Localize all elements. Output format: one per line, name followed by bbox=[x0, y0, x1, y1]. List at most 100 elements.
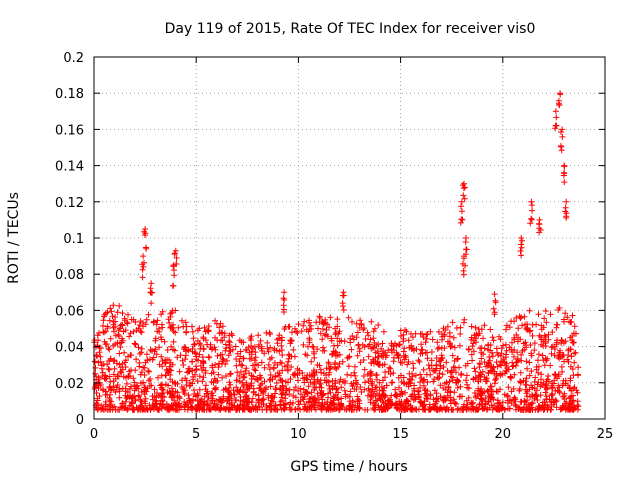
data-point bbox=[424, 388, 431, 394]
x-tick-label: 5 bbox=[192, 427, 200, 442]
data-point bbox=[380, 377, 386, 384]
data-point bbox=[515, 325, 522, 332]
data-point bbox=[116, 302, 123, 309]
data-point bbox=[212, 361, 219, 368]
data-point bbox=[236, 404, 242, 411]
data-point bbox=[145, 377, 152, 384]
data-point bbox=[558, 147, 565, 154]
data-point bbox=[352, 363, 358, 370]
data-point bbox=[268, 397, 275, 404]
data-point bbox=[567, 363, 574, 370]
data-point bbox=[182, 352, 189, 359]
data-point bbox=[205, 394, 212, 401]
data-point bbox=[461, 195, 468, 202]
data-point bbox=[444, 389, 451, 396]
data-point bbox=[99, 405, 106, 412]
data-point bbox=[560, 393, 566, 400]
data-point bbox=[565, 346, 572, 353]
data-point bbox=[381, 394, 388, 400]
data-point bbox=[171, 251, 178, 258]
data-point bbox=[140, 263, 147, 270]
data-point bbox=[555, 307, 562, 313]
data-point bbox=[514, 358, 521, 365]
data-point bbox=[429, 336, 436, 343]
data-point bbox=[130, 405, 137, 412]
data-point bbox=[308, 358, 315, 365]
data-point bbox=[362, 406, 368, 413]
data-point bbox=[528, 216, 535, 223]
data-point bbox=[460, 185, 467, 192]
data-point bbox=[107, 401, 114, 408]
data-point bbox=[153, 351, 160, 358]
data-point bbox=[523, 358, 530, 365]
data-point bbox=[281, 296, 288, 303]
data-point bbox=[285, 323, 292, 330]
data-point bbox=[316, 313, 323, 320]
data-point bbox=[542, 389, 549, 396]
data-point bbox=[447, 369, 454, 376]
data-point bbox=[408, 346, 415, 352]
data-point bbox=[290, 346, 297, 353]
data-point bbox=[261, 364, 268, 371]
data-point bbox=[170, 263, 177, 270]
data-point bbox=[142, 359, 149, 366]
data-point bbox=[347, 388, 354, 395]
data-point bbox=[106, 383, 113, 390]
data-point bbox=[365, 378, 372, 385]
data-point bbox=[340, 307, 347, 313]
data-point bbox=[179, 357, 186, 364]
data-point bbox=[255, 362, 262, 369]
data-point bbox=[444, 323, 451, 330]
data-point bbox=[139, 261, 146, 268]
data-point bbox=[521, 313, 528, 320]
data-point bbox=[97, 358, 104, 365]
data-point bbox=[128, 352, 135, 359]
data-point bbox=[542, 308, 549, 314]
data-point bbox=[312, 396, 319, 403]
data-point bbox=[125, 353, 131, 360]
data-point bbox=[203, 406, 210, 413]
data-point bbox=[310, 344, 317, 351]
data-point bbox=[426, 365, 433, 372]
data-point bbox=[419, 377, 426, 384]
data-point bbox=[116, 394, 123, 401]
data-point bbox=[202, 328, 209, 335]
data-point bbox=[94, 380, 101, 387]
data-point bbox=[328, 337, 335, 344]
data-point bbox=[457, 383, 464, 390]
data-point bbox=[199, 378, 206, 385]
data-point bbox=[222, 347, 229, 354]
data-point bbox=[451, 389, 458, 396]
data-point bbox=[228, 401, 235, 408]
data-point bbox=[370, 328, 377, 335]
data-point bbox=[190, 341, 197, 348]
data-point bbox=[357, 359, 364, 366]
data-point bbox=[520, 340, 527, 347]
data-point bbox=[497, 353, 504, 359]
data-point bbox=[100, 387, 107, 394]
data-point bbox=[386, 364, 393, 371]
data-point bbox=[319, 336, 326, 343]
data-point bbox=[219, 330, 226, 337]
data-point bbox=[458, 198, 465, 205]
data-point bbox=[145, 368, 152, 375]
data-point bbox=[264, 345, 271, 352]
data-point bbox=[263, 403, 270, 409]
data-point bbox=[500, 342, 507, 349]
data-point bbox=[238, 361, 245, 368]
data-point bbox=[246, 349, 253, 356]
data-point bbox=[568, 353, 575, 360]
data-point bbox=[533, 321, 540, 328]
data-point bbox=[327, 314, 334, 321]
data-point bbox=[564, 314, 571, 321]
data-point bbox=[368, 359, 375, 366]
data-point bbox=[477, 369, 484, 376]
data-point bbox=[491, 309, 498, 316]
data-point bbox=[105, 345, 112, 352]
data-point bbox=[531, 385, 538, 392]
data-point bbox=[438, 357, 444, 364]
data-point bbox=[488, 349, 495, 356]
data-point bbox=[354, 393, 361, 400]
data-point bbox=[396, 406, 403, 413]
data-point bbox=[462, 239, 469, 245]
